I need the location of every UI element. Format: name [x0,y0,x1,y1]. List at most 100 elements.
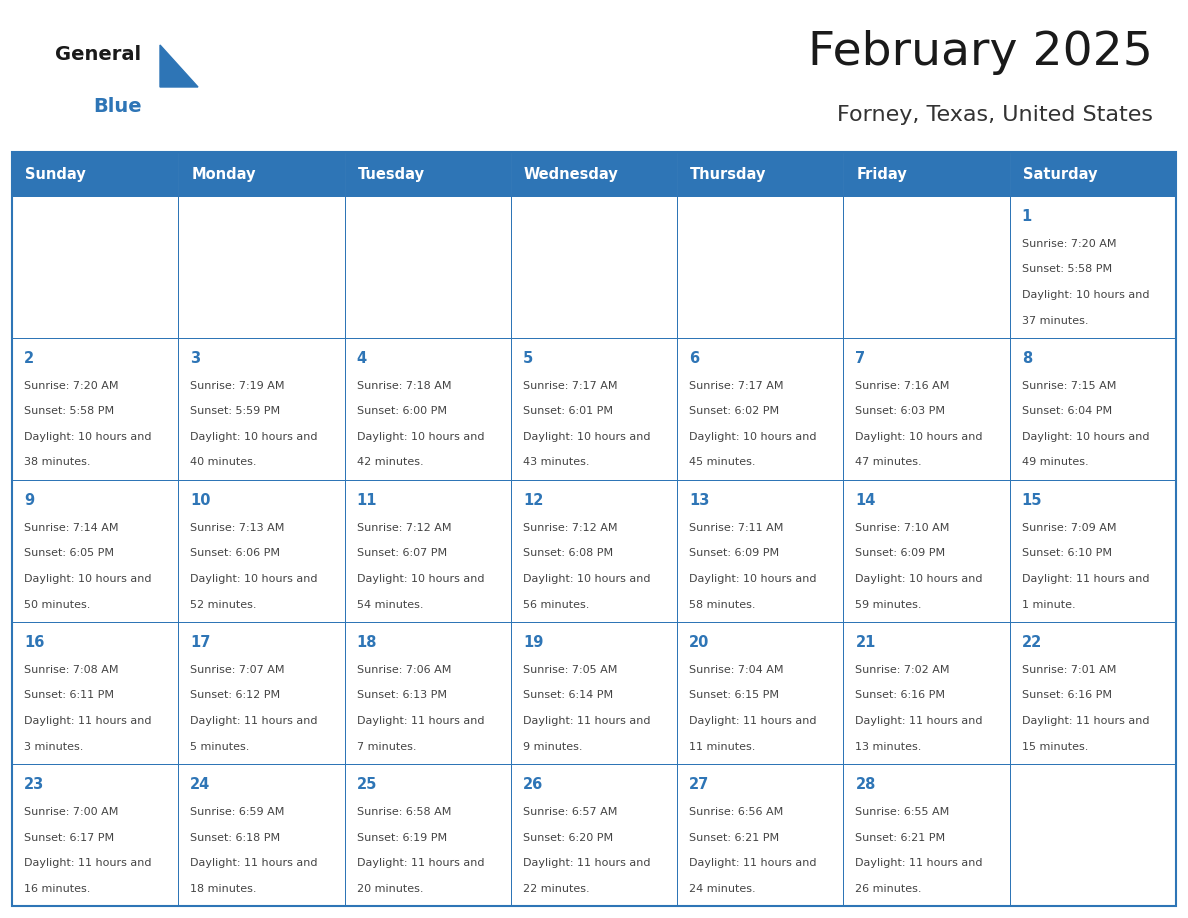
Text: 59 minutes.: 59 minutes. [855,599,922,610]
Text: Sunrise: 7:07 AM: Sunrise: 7:07 AM [190,665,285,675]
Text: Daylight: 10 hours and: Daylight: 10 hours and [190,574,321,584]
Text: 23: 23 [24,777,44,792]
Text: General: General [55,45,141,64]
Bar [677,152,843,196]
Text: 20 minutes.: 20 minutes. [356,883,423,893]
Text: Sunrise: 7:12 AM: Sunrise: 7:12 AM [523,523,618,533]
Text: 50 minutes.: 50 minutes. [24,599,90,610]
Text: 27: 27 [689,777,709,792]
Text: Daylight: 10 hours and: Daylight: 10 hours and [190,432,321,442]
Bar [12,152,1176,906]
Text: Daylight: 11 hours and: Daylight: 11 hours and [689,858,820,868]
Text: 24 minutes.: 24 minutes. [689,883,756,893]
Text: Daylight: 10 hours and: Daylight: 10 hours and [1022,432,1152,442]
Text: Daylight: 10 hours and: Daylight: 10 hours and [523,574,653,584]
Text: Wednesday: Wednesday [524,166,619,182]
Text: 17: 17 [190,635,210,650]
Text: Sunset: 6:07 PM: Sunset: 6:07 PM [356,548,447,558]
Text: 15: 15 [1022,493,1042,508]
Text: Sunrise: 7:17 AM: Sunrise: 7:17 AM [689,381,784,391]
Bar [843,338,1010,480]
Bar [511,152,677,196]
Bar [1010,152,1176,196]
Text: Blue: Blue [93,97,141,116]
Bar [345,152,511,196]
Text: 25: 25 [356,777,377,792]
Text: Forney, Texas, United States: Forney, Texas, United States [838,105,1154,125]
Text: Sunrise: 7:05 AM: Sunrise: 7:05 AM [523,665,618,675]
Bar [1010,338,1176,480]
Text: 2: 2 [24,351,34,366]
Text: Sunrise: 7:16 AM: Sunrise: 7:16 AM [855,381,949,391]
Bar [178,196,345,338]
Text: Daylight: 11 hours and: Daylight: 11 hours and [1022,716,1152,726]
Text: 11: 11 [356,493,377,508]
Text: 10: 10 [190,493,210,508]
Text: Sunset: 6:02 PM: Sunset: 6:02 PM [689,407,779,417]
Text: Sunrise: 7:09 AM: Sunrise: 7:09 AM [1022,523,1117,533]
Text: 4: 4 [356,351,367,366]
Bar [12,480,178,622]
Text: Sunset: 6:10 PM: Sunset: 6:10 PM [1022,548,1112,558]
Text: Sunset: 6:21 PM: Sunset: 6:21 PM [689,833,779,843]
Text: 8: 8 [1022,351,1032,366]
Bar [178,152,345,196]
Text: Daylight: 10 hours and: Daylight: 10 hours and [855,574,986,584]
Text: Sunset: 6:00 PM: Sunset: 6:00 PM [356,407,447,417]
Text: Sunrise: 7:01 AM: Sunrise: 7:01 AM [1022,665,1116,675]
Text: 42 minutes.: 42 minutes. [356,457,423,467]
Bar [511,622,677,764]
Text: Daylight: 11 hours and: Daylight: 11 hours and [356,858,487,868]
Text: Sunrise: 7:20 AM: Sunrise: 7:20 AM [1022,239,1117,249]
Text: Daylight: 11 hours and: Daylight: 11 hours and [523,858,653,868]
Text: Sunrise: 7:13 AM: Sunrise: 7:13 AM [190,523,285,533]
Text: Daylight: 11 hours and: Daylight: 11 hours and [855,716,986,726]
Text: 13 minutes.: 13 minutes. [855,742,922,752]
Polygon shape [160,45,198,87]
Text: 40 minutes.: 40 minutes. [190,457,257,467]
Text: 52 minutes.: 52 minutes. [190,599,257,610]
Text: 9 minutes.: 9 minutes. [523,742,582,752]
Text: 9: 9 [24,493,34,508]
Text: Sunrise: 6:56 AM: Sunrise: 6:56 AM [689,807,783,817]
Text: February 2025: February 2025 [808,30,1154,75]
Text: Daylight: 11 hours and: Daylight: 11 hours and [855,858,986,868]
Bar [1010,196,1176,338]
Bar [345,480,511,622]
Text: Sunset: 6:20 PM: Sunset: 6:20 PM [523,833,613,843]
Text: Sunset: 5:59 PM: Sunset: 5:59 PM [190,407,280,417]
Bar [677,196,843,338]
Text: 22: 22 [1022,635,1042,650]
Bar [345,338,511,480]
Bar [843,152,1010,196]
Text: 14: 14 [855,493,876,508]
Bar [12,338,178,480]
Bar [677,480,843,622]
Text: Sunrise: 7:02 AM: Sunrise: 7:02 AM [855,665,950,675]
Text: Sunset: 6:06 PM: Sunset: 6:06 PM [190,548,280,558]
Text: Sunrise: 7:08 AM: Sunrise: 7:08 AM [24,665,119,675]
Text: 49 minutes.: 49 minutes. [1022,457,1088,467]
Text: 16 minutes.: 16 minutes. [24,883,90,893]
Text: 1: 1 [1022,209,1032,224]
Text: 13: 13 [689,493,709,508]
Text: 1 minute.: 1 minute. [1022,599,1075,610]
Bar [511,480,677,622]
Text: Sunset: 6:13 PM: Sunset: 6:13 PM [356,690,447,700]
Bar [511,196,677,338]
Text: 15 minutes.: 15 minutes. [1022,742,1088,752]
Text: Sunrise: 7:10 AM: Sunrise: 7:10 AM [855,523,949,533]
Text: 5: 5 [523,351,533,366]
Text: 16: 16 [24,635,44,650]
Text: 6: 6 [689,351,700,366]
Bar [12,152,178,196]
Bar [1010,622,1176,764]
Text: Sunrise: 6:59 AM: Sunrise: 6:59 AM [190,807,285,817]
Bar [843,622,1010,764]
Text: Daylight: 10 hours and: Daylight: 10 hours and [523,432,653,442]
Text: Sunrise: 7:12 AM: Sunrise: 7:12 AM [356,523,451,533]
Bar [843,764,1010,906]
Text: 43 minutes.: 43 minutes. [523,457,589,467]
Text: Daylight: 10 hours and: Daylight: 10 hours and [24,574,154,584]
Text: 7 minutes.: 7 minutes. [356,742,416,752]
